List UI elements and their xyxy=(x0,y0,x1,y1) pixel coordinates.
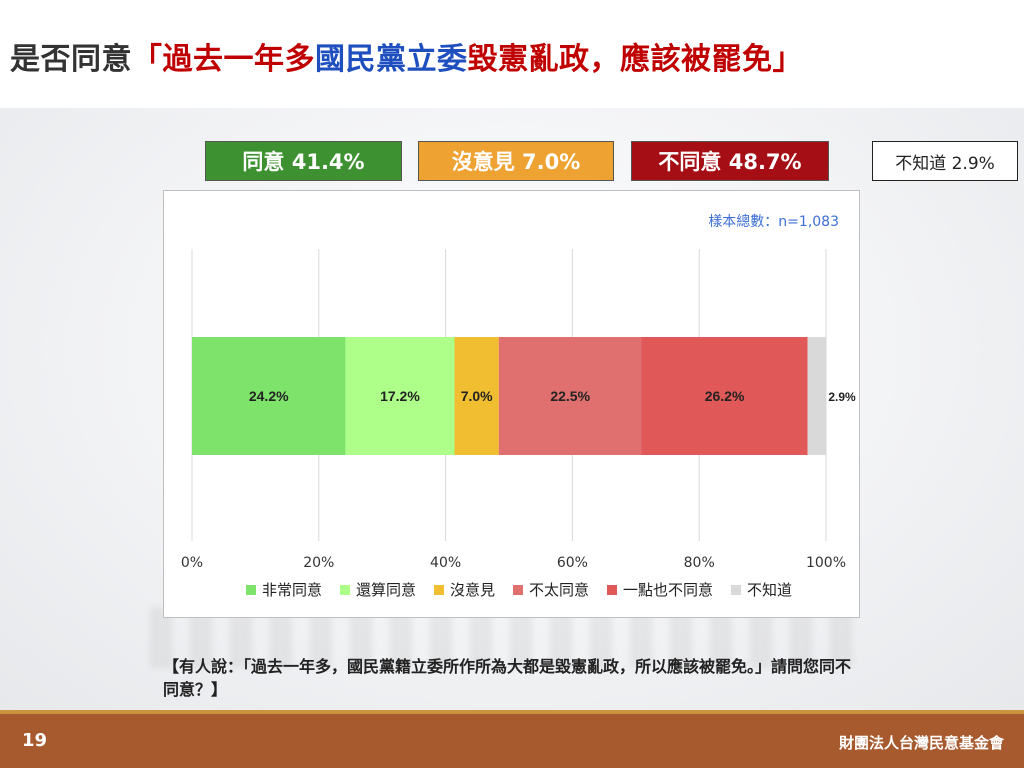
x-tick-label: 100% xyxy=(806,555,846,571)
legend-swatch xyxy=(607,584,618,595)
chart-legend: 非常同意 還算同意 沒意見 不太同意 一點也不同意 不知道 xyxy=(194,579,844,600)
x-tick-label: 20% xyxy=(303,555,334,571)
bar-segment xyxy=(192,337,346,455)
x-tick-label: 60% xyxy=(557,555,588,571)
page-title: 是否同意「過去一年多國民黨立委毀憲亂政，應該被罷免」 xyxy=(10,34,803,78)
legend-swatch xyxy=(433,584,444,595)
title-party: 國民黨立委 xyxy=(315,42,468,77)
legend-item: 不太同意 xyxy=(513,579,589,600)
title-prefix: 是否同意 xyxy=(10,42,132,77)
sample-size-label: 樣本總數：n=1,083 xyxy=(708,214,839,230)
title-quote-open: 「過去一年多 xyxy=(132,42,315,77)
crowd-silhouette-decoration xyxy=(150,608,870,668)
summary-neutral-box: 沒意見 7.0% xyxy=(418,141,614,181)
legend-swatch xyxy=(731,584,742,595)
title-quote-rest: 毀憲亂政，應該被罷免」 xyxy=(467,42,803,77)
x-tick-label: 40% xyxy=(430,555,461,571)
stacked-bar-chart: 0% 20% 40% 60% 80% 100% 24.2% 17.2% 7.0% 22.5% 26.… xyxy=(181,249,856,571)
page-number: 19 xyxy=(22,730,48,751)
legend-label: 一點也不同意 xyxy=(623,581,714,599)
bar-data-label: 7.0% xyxy=(461,388,493,404)
bar-segment xyxy=(345,337,455,455)
bar-data-label: 22.5% xyxy=(550,388,590,404)
bar-segment xyxy=(498,337,642,455)
legend-label: 不知道 xyxy=(747,581,793,599)
legend-swatch xyxy=(513,584,523,595)
bar-segment xyxy=(454,337,499,455)
legend-item: 不知道 xyxy=(731,579,792,600)
summary-disagree-box: 不同意 48.7% xyxy=(631,141,829,181)
footer-bar: 19 財團法人台灣民意基金會 xyxy=(0,710,1024,768)
legend-label: 沒意見 xyxy=(449,581,495,599)
bar-data-label: 17.2% xyxy=(380,388,420,404)
legend-swatch xyxy=(339,584,350,595)
title-bar: 是否同意「過去一年多國民黨立委毀憲亂政，應該被罷免」 xyxy=(0,0,1024,108)
legend-label: 非常同意 xyxy=(261,581,322,599)
organization-name: 財團法人台灣民意基金會 xyxy=(838,734,1004,752)
x-tick-label: 80% xyxy=(684,555,715,571)
legend-item: 還算同意 xyxy=(339,579,416,600)
chart-frame: 0% 20% 40% 60% 80% 100% 24.2% 17.2% 7.0% 22.5% 26.… xyxy=(163,190,860,618)
bar-data-label: 24.2% xyxy=(249,388,289,404)
legend-item: 一點也不同意 xyxy=(607,579,713,600)
legend-label: 還算同意 xyxy=(355,581,416,599)
question-text: 【有人說：「過去一年多，國民黨籍立委所作所為大都是毀憲亂政，所以應該被罷免。」請… xyxy=(163,657,852,699)
summary-unknown-box: 不知道 2.9% xyxy=(872,141,1018,181)
legend-label: 不太同意 xyxy=(529,581,590,599)
legend-swatch xyxy=(245,584,256,595)
legend-item: 非常同意 xyxy=(245,579,322,600)
x-tick-label: 0% xyxy=(181,555,203,571)
bar-segment xyxy=(641,337,808,455)
bar-segment xyxy=(807,337,826,455)
legend-item: 沒意見 xyxy=(433,579,495,600)
bar-data-label: 26.2% xyxy=(705,388,745,404)
summary-agree-box: 同意 41.4% xyxy=(205,141,402,181)
bar-data-label: 2.9% xyxy=(828,390,856,404)
